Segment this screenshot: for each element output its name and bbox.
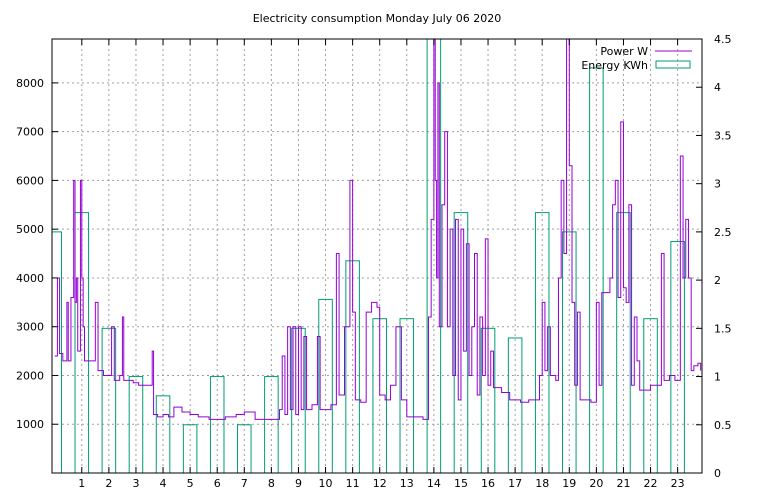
x-tick-label: 9 [295, 477, 302, 490]
x-tick-label: 23 [671, 477, 685, 490]
x-tick-label: 22 [644, 477, 658, 490]
y-right-tick-label: 2 [714, 274, 721, 287]
y-right-tick-label: 0.5 [714, 419, 732, 432]
x-tick-label: 20 [589, 477, 603, 490]
y-right-tick-label: 1.5 [714, 322, 732, 335]
x-tick-label: 16 [481, 477, 495, 490]
x-axis: 1 2 3 4 5 6 7 8 9 10 11 12 13 14 15 16 17 18 19 20 21 22 23 [78, 39, 685, 490]
y-right-tick-label: 4 [714, 81, 721, 94]
plot-frame [51, 38, 703, 474]
y-left-tick-label: 5000 [16, 223, 44, 236]
energy-bar-hour-19 [562, 231, 577, 474]
y-right-tick-label: 2.5 [714, 226, 732, 239]
legend-label-power: Power W [600, 45, 648, 58]
x-tick-label: 19 [562, 477, 576, 490]
x-tick-label: 15 [454, 477, 468, 490]
grid-layer [52, 39, 702, 473]
legend: Power W Energy KWh [581, 45, 692, 72]
legend-swatch-energy [655, 60, 691, 69]
x-tick-label: 5 [187, 477, 194, 490]
x-tick-label: 7 [241, 477, 248, 490]
x-tick-label: 4 [160, 477, 167, 490]
y-left-tick-label: 2000 [16, 369, 44, 382]
y-left-tick-label: 1000 [16, 418, 44, 431]
x-tick-label: 1 [78, 477, 85, 490]
x-tick-label: 2 [105, 477, 112, 490]
x-tick-label: 11 [346, 477, 360, 490]
y-left-tick-label: 7000 [16, 126, 44, 139]
power-line [54, 38, 702, 420]
legend-label-energy: Energy KWh [581, 59, 648, 72]
y-left-tick-label: 8000 [16, 77, 44, 90]
x-tick-label: 13 [400, 477, 414, 490]
energy-bars [51, 38, 685, 474]
x-tick-label: 18 [535, 477, 549, 490]
energy-bar-hour-23 [670, 241, 685, 474]
y-right-tick-label: 1 [714, 371, 721, 384]
x-tick-label: 3 [132, 477, 139, 490]
y-right-tick-label: 0 [714, 467, 721, 480]
y-axis-left: 1000 2000 3000 4000 5000 6000 7000 8000 [16, 77, 58, 431]
x-tick-label: 14 [427, 477, 441, 490]
y-left-tick-label: 6000 [16, 174, 44, 187]
chart-title: Electricity consumption Monday July 06 2… [253, 12, 502, 25]
x-tick-label: 17 [508, 477, 522, 490]
x-tick-label: 21 [616, 477, 630, 490]
y-right-tick-label: 3 [714, 178, 721, 191]
y-right-tick-label: 3.5 [714, 129, 732, 142]
x-tick-label: 12 [373, 477, 387, 490]
x-tick-label: 8 [268, 477, 275, 490]
y-left-tick-label: 3000 [16, 321, 44, 334]
y-right-tick-label: 4.5 [714, 33, 732, 46]
y-left-tick-label: 4000 [16, 272, 44, 285]
x-tick-label: 6 [214, 477, 221, 490]
y-axis-right: 0 0.5 1 1.5 2 2.5 3 3.5 4 4.5 [696, 33, 732, 480]
x-tick-label: 10 [319, 477, 333, 490]
power-line-layer [54, 38, 702, 420]
